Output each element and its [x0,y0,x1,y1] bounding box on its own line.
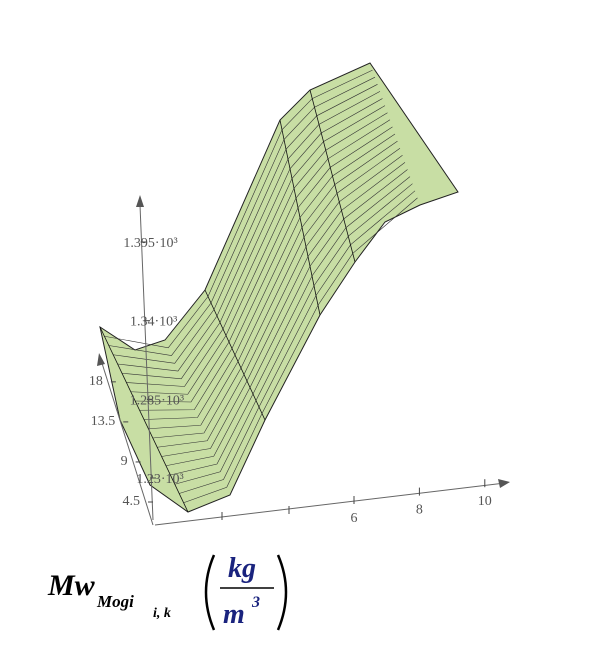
unit-den: m [223,599,245,630]
z-tick-label: 1.395·10³ [123,236,177,251]
unit-exp: 3 [251,594,260,611]
contour-line [139,126,393,411]
x-axis [154,482,506,526]
y-tick-label: 13.5 [91,414,116,429]
unit-num: kg [228,553,256,584]
z-axis-arrow [136,195,144,207]
mesh-line [204,289,266,421]
x-tick-label: 6 [351,511,358,526]
paren [276,554,288,631]
surface [99,62,459,513]
z-label-sub: Mogi [96,592,134,611]
contour-line [143,133,396,420]
contour-line [183,197,418,504]
z-axis [139,204,154,521]
surface-patch [99,62,459,513]
contour-line [165,169,408,467]
y-tick-label: 4.5 [123,494,141,509]
z-label: Mw Mogi i, k kg m 3 [47,553,288,631]
contour-line [179,190,416,494]
y-axis [100,359,154,526]
contour-line [104,69,373,349]
contour-line [121,98,383,380]
x-tick-label: 8 [416,503,423,518]
contour-line [170,176,411,476]
contour-line [108,76,376,356]
z-tick-label: 1.23·10³ [136,472,183,487]
mesh-line [99,326,189,513]
x-tick-label: 10 [478,494,492,509]
contour-line [117,91,381,372]
x-axis-arrow [498,479,510,488]
contour-line [135,119,391,403]
paren [204,554,216,631]
contour-line [130,112,388,395]
y-axis-arrow [97,353,105,366]
contour-line [157,155,403,448]
z-tick-label: 1.285·10³ [130,393,184,408]
z-tick-label: 1.34·10³ [130,315,177,330]
y-tick-label: 9 [121,454,128,469]
y-tick-label: 18 [89,374,103,389]
contour-line [126,105,386,387]
contour-line [161,162,406,457]
contour-line [148,140,398,430]
contour-line [113,84,378,364]
z-label-symbol: Mw [47,569,96,602]
mesh-line [309,89,356,263]
contour-line [174,183,413,485]
z-label-subsub: i, k [153,606,171,621]
contour-line [152,147,401,439]
mesh-line [279,119,321,316]
